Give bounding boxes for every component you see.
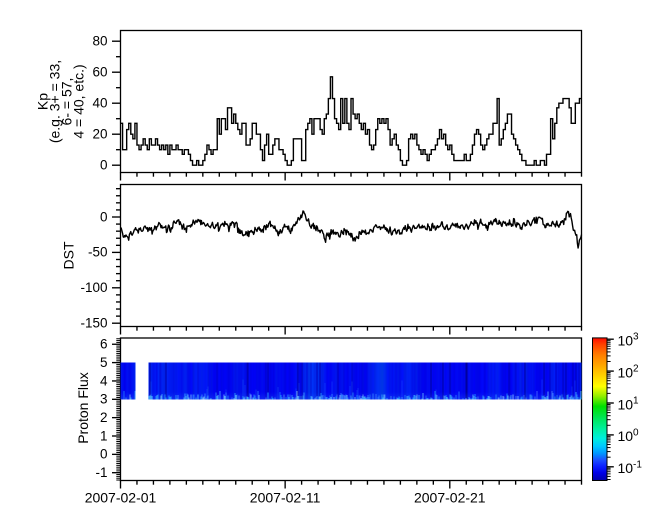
- svg-text:2007-02-01: 2007-02-01: [85, 490, 157, 506]
- svg-text:2: 2: [100, 410, 108, 425]
- svg-text:1: 1: [633, 396, 639, 407]
- svg-text:Kp: Kp: [35, 93, 51, 110]
- svg-text:2007-02-11: 2007-02-11: [250, 490, 321, 506]
- svg-text:3: 3: [100, 392, 108, 407]
- svg-text:(e.g. 3+ = 33,: (e.g. 3+ = 33,: [47, 60, 63, 143]
- svg-text:-1: -1: [95, 465, 107, 480]
- svg-text:10: 10: [618, 460, 634, 476]
- svg-text:-100: -100: [80, 280, 107, 295]
- svg-text:3: 3: [633, 332, 639, 343]
- svg-text:10: 10: [618, 364, 634, 380]
- svg-text:DST: DST: [61, 241, 77, 269]
- svg-text:2007-02-21: 2007-02-21: [414, 490, 486, 506]
- svg-text:-1: -1: [633, 459, 642, 470]
- svg-text:40: 40: [92, 96, 107, 111]
- svg-text:-150: -150: [80, 316, 107, 331]
- svg-text:6: 6: [100, 337, 108, 352]
- svg-text:60: 60: [92, 65, 107, 80]
- svg-text:4 = 40, etc.): 4 = 40, etc.): [71, 64, 87, 138]
- svg-text:0: 0: [100, 447, 108, 462]
- svg-text:0: 0: [100, 158, 108, 173]
- svg-text:0: 0: [100, 209, 108, 224]
- svg-text:80: 80: [92, 34, 107, 49]
- svg-text:20: 20: [92, 127, 107, 142]
- svg-text:10: 10: [618, 333, 634, 349]
- svg-text:1: 1: [100, 428, 108, 443]
- svg-text:2: 2: [633, 364, 639, 375]
- svg-text:6- = 57,: 6- = 57,: [59, 78, 75, 126]
- svg-text:4: 4: [100, 373, 108, 388]
- svg-text:0: 0: [633, 427, 639, 438]
- svg-text:-50: -50: [88, 245, 108, 260]
- svg-text:10: 10: [618, 428, 634, 444]
- svg-text:10: 10: [618, 396, 634, 412]
- svg-text:5: 5: [100, 355, 108, 370]
- svg-text:Proton Flux: Proton Flux: [75, 372, 91, 444]
